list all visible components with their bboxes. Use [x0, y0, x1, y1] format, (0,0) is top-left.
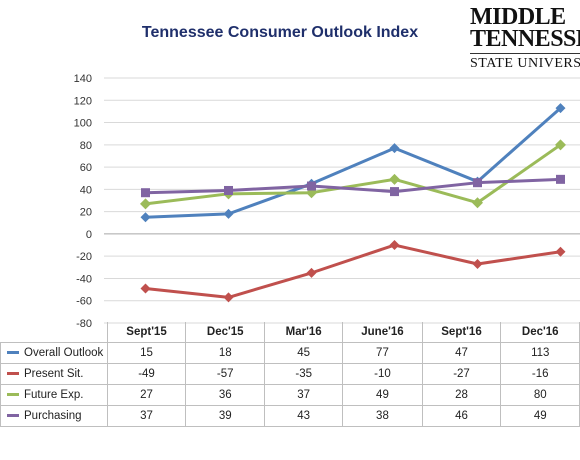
data-label: 38 — [342, 405, 423, 427]
data-label: 37 — [263, 384, 344, 406]
table-header-row: Sept'15 Dec'15 Mar'16 June'16 Sept'16 Dec'16 — [1, 322, 580, 343]
data-label: -57 — [185, 363, 265, 385]
data-point — [390, 187, 399, 197]
data-table: Sept'15 Dec'15 Mar'16 June'16 Sept'16 Dec'16 O… — [0, 322, 580, 427]
legend-label: Purchasing — [24, 410, 82, 422]
data-point — [472, 197, 483, 209]
data-label: 39 — [185, 405, 265, 427]
x-tick-label: June'16 — [342, 322, 423, 343]
legend-swatch — [7, 393, 19, 397]
y-tick-label: -20 — [76, 251, 92, 263]
table-row: Purchasing 37 39 43 38 46 49 — [0, 405, 580, 427]
data-point — [141, 188, 150, 198]
y-axis: 140 120 100 80 60 40 20 0 -20 -40 -60 -80 — [74, 73, 92, 330]
logo-line-2: TENNESSEE — [470, 26, 580, 52]
data-label: 49 — [500, 405, 580, 427]
legend-entry: Present Sit. — [0, 363, 108, 385]
data-label: 43 — [263, 405, 344, 427]
university-logo: MIDDLE TENNESSEE STATE UNIVERSITY — [470, 6, 580, 78]
data-point — [140, 198, 151, 210]
data-label: 18 — [185, 342, 265, 364]
data-point — [306, 267, 317, 278]
x-tick-label: Sept'16 — [421, 322, 502, 343]
series-line — [145, 177, 561, 195]
legend-label: Overall Outlook — [24, 347, 104, 359]
data-label: -16 — [500, 363, 580, 385]
legend-swatch — [7, 414, 19, 418]
y-tick-label: -80 — [76, 318, 92, 330]
data-point — [140, 283, 151, 294]
y-tick-label: 20 — [80, 207, 92, 219]
y-tick-label: -60 — [76, 296, 92, 308]
y-tick-label: 80 — [80, 140, 92, 152]
series-line — [145, 106, 562, 219]
data-label: 47 — [421, 342, 502, 364]
data-point — [556, 174, 565, 184]
data-point — [224, 185, 233, 195]
data-label: 28 — [421, 384, 502, 406]
data-point — [555, 246, 566, 257]
series-line — [145, 243, 561, 299]
series-lines — [140, 103, 566, 303]
x-tick-label: Mar'16 — [263, 322, 344, 343]
y-tick-label: 40 — [80, 184, 92, 196]
legend-swatch — [7, 372, 19, 376]
data-point — [555, 103, 566, 114]
y-tick-label: 100 — [74, 118, 92, 130]
legend-entry: Purchasing — [0, 405, 108, 427]
data-point — [555, 139, 566, 151]
table-corner-cell — [1, 322, 108, 343]
legend-label: Future Exp. — [24, 389, 84, 401]
data-label: 15 — [106, 342, 187, 364]
data-label: 45 — [263, 342, 344, 364]
data-label: 80 — [500, 384, 580, 406]
data-label: 46 — [421, 405, 502, 427]
y-tick-label: 0 — [86, 229, 92, 241]
data-label: 36 — [185, 384, 265, 406]
y-tick-label: 140 — [74, 73, 92, 85]
x-tick-label: Sept'15 — [106, 322, 187, 343]
logo-rule — [470, 53, 580, 54]
data-point — [473, 178, 482, 188]
data-label: 113 — [500, 342, 580, 364]
legend-label: Present Sit. — [24, 368, 84, 380]
data-label: 77 — [342, 342, 423, 364]
data-point — [472, 258, 483, 269]
logo-line-1: MIDDLE — [470, 6, 566, 30]
data-point — [389, 240, 400, 251]
data-label: -35 — [263, 363, 344, 385]
table-row: Overall Outlook 15 18 45 77 47 113 — [0, 342, 580, 364]
data-point — [307, 181, 316, 191]
data-point — [223, 292, 234, 303]
data-label: 49 — [342, 384, 423, 406]
data-label: -27 — [421, 363, 502, 385]
data-point — [389, 173, 400, 185]
legend-entry: Overall Outlook — [0, 342, 108, 364]
y-tick-label: -40 — [76, 273, 92, 285]
line-chart-plot: 140 120 100 80 60 40 20 0 -20 -40 -60 -80 — [74, 73, 580, 330]
data-label: -10 — [342, 363, 423, 385]
table-row: Present Sit. -49 -57 -35 -10 -27 -16 — [0, 363, 580, 385]
data-point — [223, 208, 234, 219]
y-tick-label: 120 — [74, 95, 92, 107]
data-point — [389, 143, 400, 154]
logo-line-3: STATE UNIVERSITY — [470, 56, 580, 71]
series-line — [145, 143, 562, 206]
legend-swatch — [7, 351, 19, 355]
data-label: 27 — [106, 384, 187, 406]
data-label: 37 — [106, 405, 187, 427]
data-point — [140, 212, 151, 223]
x-tick-label: Dec'16 — [500, 322, 580, 343]
x-tick-label: Dec'15 — [185, 322, 265, 343]
legend-entry: Future Exp. — [0, 384, 108, 406]
y-tick-label: 60 — [80, 162, 92, 174]
chart-title: Tennessee Consumer Outlook Index — [141, 24, 419, 41]
table-row: Future Exp. 27 36 37 49 28 80 — [0, 384, 580, 406]
data-label: -49 — [106, 363, 187, 385]
